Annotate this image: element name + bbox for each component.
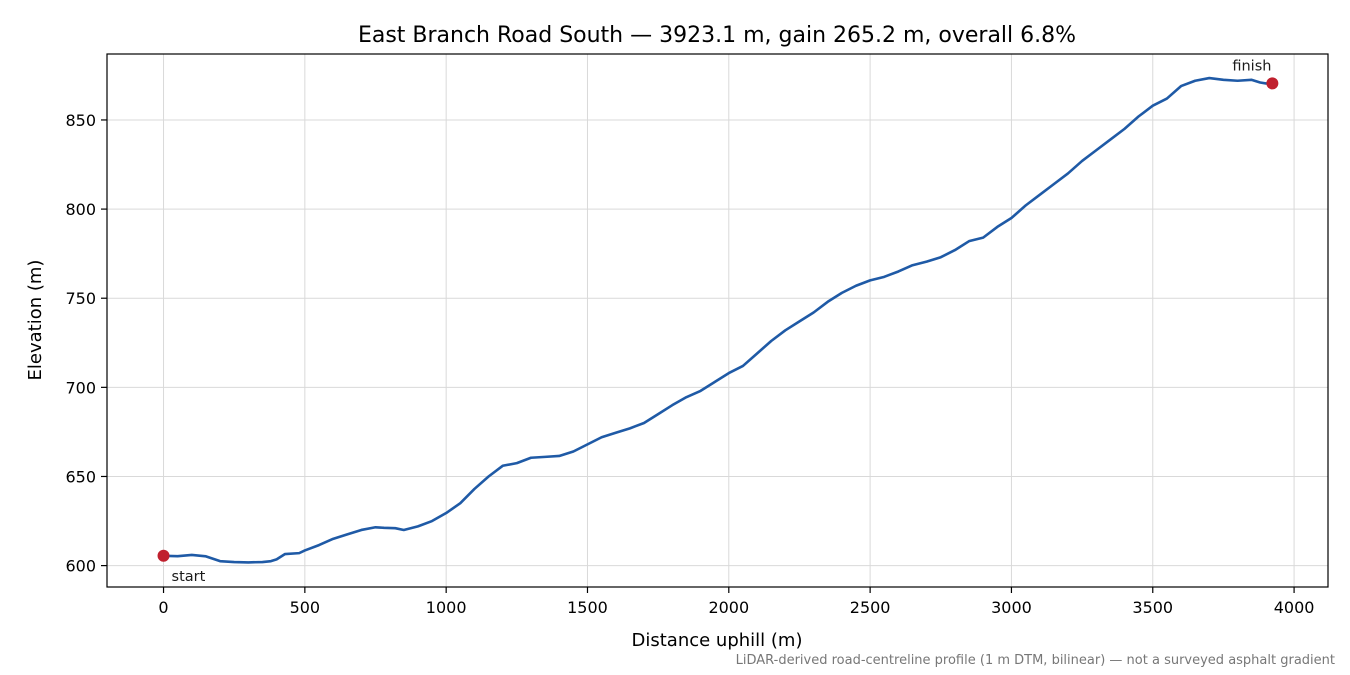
x-axis-label: Distance uphill (m) (632, 630, 803, 651)
y-tick-label: 700 (65, 378, 96, 397)
y-tick-label: 800 (65, 200, 96, 219)
start-marker (157, 549, 170, 562)
start-label: start (172, 569, 206, 585)
footnote: LiDAR-derived road-centreline profile (1… (736, 653, 1335, 668)
elevation-line (162, 76, 1274, 564)
x-tick-label: 2500 (850, 598, 891, 617)
y-tick-label: 600 (65, 557, 96, 576)
x-tick-label: 0 (158, 598, 168, 617)
y-tick-label: 750 (65, 289, 96, 308)
finish-marker (1266, 77, 1279, 90)
x-axis-ticks: 0 500 1000 1500 2000 2500 3000 3500 4000 (158, 587, 1314, 617)
x-tick-label: 1000 (426, 598, 467, 617)
x-tick-label: 1500 (567, 598, 608, 617)
x-tick-label: 500 (290, 598, 321, 617)
x-tick-label: 3000 (991, 598, 1032, 617)
endpoint-markers: start finish (157, 58, 1279, 585)
chart-title: East Branch Road South — 3923.1 m, gain … (358, 23, 1076, 48)
finish-label: finish (1232, 58, 1271, 74)
x-tick-label: 3500 (1132, 598, 1173, 617)
y-axis-label: Elevation (m) (25, 260, 46, 381)
x-tick-label: 4000 (1274, 598, 1315, 617)
x-tick-label: 2000 (708, 598, 749, 617)
plot-area-frame (106, 53, 1329, 588)
y-tick-label: 850 (65, 111, 96, 130)
y-axis-ticks: 600 650 700 750 800 850 (65, 111, 107, 576)
y-tick-label: 650 (65, 467, 96, 486)
grid-lines (107, 54, 1328, 587)
